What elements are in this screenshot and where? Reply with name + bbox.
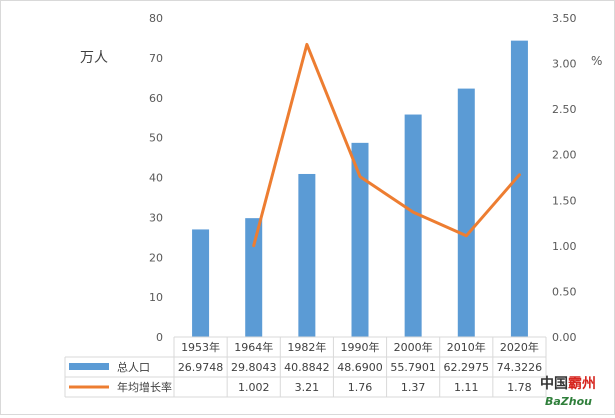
category-label: 1953年 [181,340,220,354]
y-right-tick-label: 2.50 [552,103,577,116]
category-label: 1982年 [287,340,326,354]
data-label-population: 40.8842 [284,361,330,374]
category-label: 2000年 [394,340,433,354]
data-label-population: 26.9748 [178,361,224,374]
bar-4 [351,142,369,337]
y-right-unit-label: % [591,54,602,68]
y-left-tick-label: 0 [156,331,163,344]
y-right-tick-label: 3.50 [552,12,577,25]
y-right-tick-label: 0.00 [552,331,577,344]
data-label-population: 48.6900 [337,361,383,374]
data-label-population: 74.3226 [497,361,543,374]
category-label: 2020年 [500,340,539,354]
legend-label-growth-rate: 年均增长率 [117,380,172,394]
bar-5 [404,114,422,337]
data-label-growth-rate: 1.37 [401,381,426,394]
data-label-population: 62.2975 [444,361,490,374]
bar-3 [298,173,316,337]
bar-6 [457,88,475,338]
legend-key-total-population [69,363,109,370]
data-label-growth-rate: 1.76 [348,381,373,394]
y-left-tick-label: 80 [149,12,163,25]
y-right-tick-label: 1.50 [552,194,577,207]
y-left-tick-label: 10 [149,291,163,304]
data-label-population: 55.7901 [390,361,436,374]
y-left-tick-label: 70 [149,52,163,65]
watermark-text-bazhou: 霸州 [568,376,596,392]
bar-2 [245,218,263,337]
y-left-unit-label: 万人 [80,50,108,66]
y-right-tick-label: 3.00 [552,58,577,71]
y-left-tick-label: 40 [149,172,163,185]
bar-7 [510,40,528,337]
watermark-text-china: 中国 [540,375,568,392]
y-left-tick-label: 50 [149,132,163,145]
y-left-tick-label: 30 [149,211,163,224]
watermark-text-latin: BaZhou [545,395,592,408]
category-label: 2010年 [447,340,486,354]
legend-label-total-population: 总人口 [117,360,150,374]
bar-1 [192,229,210,337]
y-left-tick-label: 60 [149,92,163,105]
data-label-growth-rate: 1.11 [454,381,479,394]
y-right-tick-label: 1.00 [552,240,577,253]
y-left-tick-label: 20 [149,251,163,264]
category-label: 1990年 [341,340,380,354]
data-label-growth-rate: 1.78 [507,381,532,394]
data-label-population: 29.8043 [231,361,277,374]
y-right-tick-label: 2.00 [552,149,577,162]
growth-rate-line [252,42,521,248]
data-label-growth-rate: 3.21 [295,381,320,394]
data-label-growth-rate: 1.002 [238,381,270,394]
category-label: 1964年 [234,340,273,354]
y-right-tick-label: 0.50 [552,285,577,298]
